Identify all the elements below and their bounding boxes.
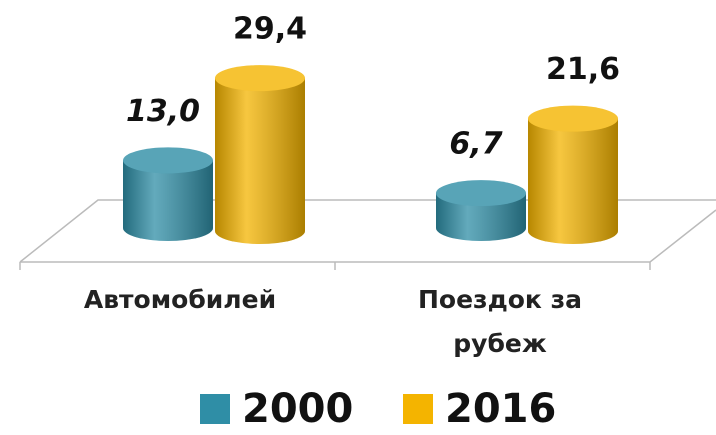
legend-label: 2000 (242, 386, 353, 432)
cylinder-top (528, 105, 618, 132)
value-label: 21,6 (546, 52, 620, 87)
cylinder-top-shade (215, 65, 305, 92)
cylinder-top-shade (528, 105, 618, 132)
legend-swatch (403, 394, 433, 424)
cylinder-top (123, 147, 213, 174)
cylinder-shade (215, 78, 305, 245)
cylinder-top (215, 65, 305, 92)
value-label: 6,7 (449, 127, 502, 162)
cylinder-top-shade (436, 180, 526, 207)
value-label: 29,4 (233, 12, 307, 47)
x-tick-label: Автомобилей (83, 285, 277, 314)
legend-swatch (200, 394, 230, 424)
cylinder-shade (528, 118, 618, 244)
cylinder-shade (436, 193, 526, 241)
legend-label: 2016 (445, 386, 556, 432)
cylinder-shade (123, 160, 213, 241)
value-label: 13,0 (126, 94, 200, 129)
cylinder-top-shade (123, 147, 213, 174)
cylinder-top (436, 180, 526, 207)
x-tick-label: Поездок за рубеж (417, 285, 582, 358)
